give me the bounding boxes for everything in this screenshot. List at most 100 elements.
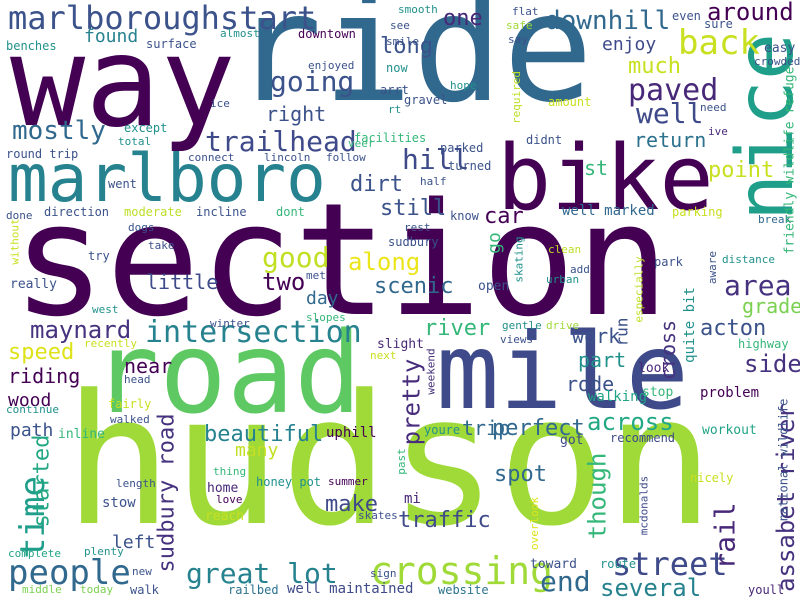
word-follow: follow (326, 151, 366, 164)
word-weekend: weekend (424, 348, 438, 395)
word-park: park (654, 255, 683, 269)
word-beautiful: beautiful (204, 422, 324, 447)
word-national-wildlife: national wildlife (776, 398, 791, 522)
word-end: end (540, 565, 591, 598)
word-car: car (484, 204, 524, 229)
word-lincoln: lincoln (264, 151, 311, 164)
word-round-trip: round trip (6, 147, 79, 161)
word-sudbury: sudbury (388, 235, 439, 249)
word-part: part (578, 348, 627, 372)
word-recently: recently (84, 337, 137, 350)
word-required: required (509, 71, 523, 124)
word-make: make (325, 492, 378, 517)
word-ice: ice (210, 97, 230, 110)
word-almost: almost (220, 27, 260, 40)
word-problem: problem (700, 385, 760, 401)
word-safe: safe (506, 19, 533, 32)
word-well: well (636, 97, 704, 130)
word-acton: acton (700, 316, 767, 341)
word-perfect: perfect (492, 416, 585, 441)
word-mostly: mostly (12, 116, 106, 146)
word-reach: reach (205, 509, 245, 524)
word-well-marked: well marked (562, 203, 655, 219)
word-wood: wood (8, 390, 52, 411)
word-path: path (10, 420, 54, 441)
word-found: found (84, 26, 139, 47)
word-hope: hope (450, 79, 477, 92)
word-street: street (612, 545, 728, 583)
word-enjoy: enjoy (602, 34, 657, 55)
word-across: across (587, 408, 674, 436)
word-skates: skates (358, 509, 398, 522)
word-sudbury-road: sudbury road (154, 413, 180, 573)
word-right: right (266, 102, 327, 126)
word-area: area (724, 269, 792, 302)
word-next: next (370, 349, 397, 362)
word-length: length (116, 477, 156, 490)
word-people: people (8, 553, 131, 593)
word-one: one (443, 6, 483, 31)
word-downtown: downtown (298, 27, 356, 41)
word-marlboro: marlboro (8, 140, 326, 217)
word-several: several (600, 574, 702, 600)
word-near: near (124, 354, 173, 378)
word-stow: stow (102, 495, 136, 511)
word-parked: parked (440, 141, 484, 155)
word-mile: mile (436, 311, 689, 433)
word-scenic: scenic (374, 274, 454, 299)
word-route: route (600, 557, 637, 571)
word-love: love (216, 493, 243, 506)
word-recommend: recommend (610, 431, 676, 445)
word-honey-pot: honey pot (256, 475, 322, 489)
word-though: though (583, 452, 612, 540)
word-dogs: dogs (128, 221, 155, 234)
word-long: long (380, 34, 433, 59)
word-mcdonalds: mcdonalds (637, 475, 651, 536)
word-uphill: uphill (326, 425, 377, 441)
word-two: two (262, 268, 306, 296)
word-downhill: downhill (545, 6, 671, 36)
word-open: open (478, 279, 510, 294)
word-good: good (262, 241, 330, 274)
word-facilities: facilities (354, 131, 427, 145)
word-look: look (638, 361, 670, 376)
word-smooth: smooth (398, 3, 438, 16)
word-grade: grade (742, 294, 800, 318)
word-river: river (424, 316, 491, 341)
word-hudson: hudson (64, 357, 715, 566)
word-around: around (707, 0, 794, 26)
word-left: left (112, 532, 156, 553)
word-amount: amount (548, 95, 592, 109)
word-benches: benches (6, 39, 57, 53)
word-home: home (207, 481, 239, 496)
word-without: without (8, 218, 22, 265)
word-way: way (10, 10, 236, 155)
word-still: still (380, 196, 447, 221)
word-rest: rest (404, 221, 431, 234)
word-skating: skating (512, 236, 526, 283)
word-rail: rail (708, 502, 742, 570)
word-day: day (306, 288, 339, 309)
word-toward: toward (530, 557, 577, 572)
word-west: west (92, 303, 119, 316)
word-veer: veer (348, 137, 375, 150)
word-stop: stop (642, 385, 674, 400)
word-hill: hill (402, 143, 470, 176)
word-take: take (148, 239, 175, 252)
word-got: got (560, 433, 584, 448)
word-say: say (508, 33, 528, 46)
word-friendly-wildlife-refuge: friendly wildlife refuge (782, 66, 798, 255)
word-try: try (88, 249, 110, 263)
word-incline: incline (196, 205, 247, 219)
word-head: head (124, 373, 151, 386)
word-rt: rt (388, 103, 402, 116)
word-many: many (235, 440, 279, 461)
word-side: side (744, 350, 800, 378)
word-see: see (390, 19, 410, 32)
word-website: website (438, 583, 489, 597)
word-return: return (634, 128, 707, 152)
word-gentle: gentle (502, 319, 542, 332)
word-dirt: dirt (350, 172, 403, 197)
word-today: today (80, 583, 114, 596)
word-ride: ride (232, 0, 594, 136)
